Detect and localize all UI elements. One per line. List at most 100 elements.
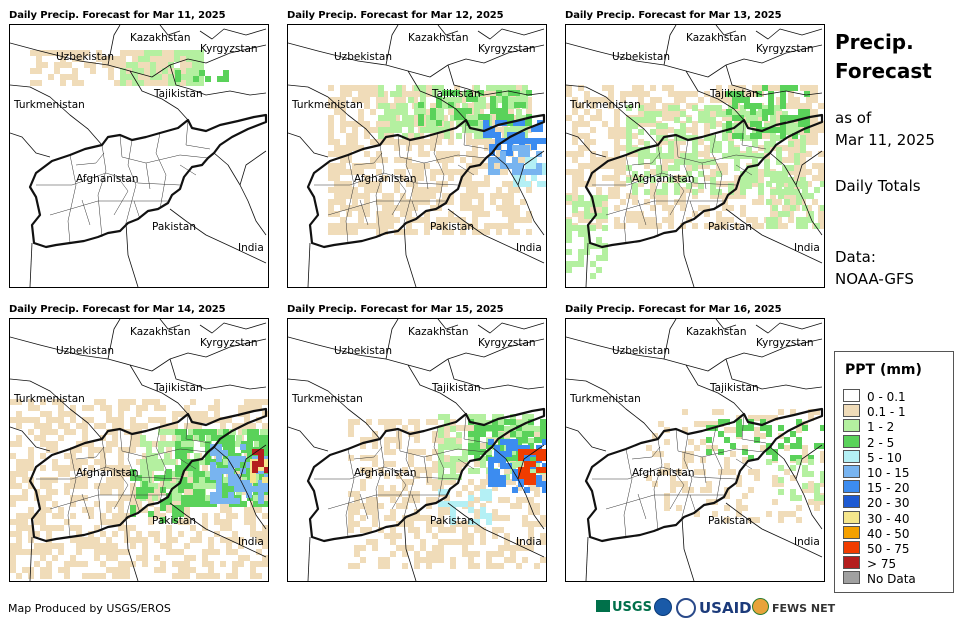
legend-item: 0.1 - 1: [843, 404, 906, 420]
legend-label: 0 - 0.1: [867, 390, 906, 404]
country-label-india: India: [516, 536, 542, 548]
forecast-panel-3: Daily Precip. Forecast for Mar 13, 2025 …: [565, 10, 827, 288]
legend-item: 40 - 50: [843, 525, 910, 541]
country-label-uzbekistan: Uzbekistan: [612, 345, 670, 357]
country-label-tajikistan: Tajikistan: [709, 88, 759, 100]
country-label-afghanistan: Afghanistan: [632, 173, 695, 185]
legend-item: 10 - 15: [843, 465, 910, 480]
forecast-panel-1: Daily Precip. Forecast for Mar 11, 2025 …: [9, 10, 271, 288]
country-label-turkmenistan: Turkmenistan: [291, 393, 363, 405]
usaid-logo: USAID: [699, 599, 752, 617]
legend-item: 15 - 20: [843, 480, 910, 495]
precip-map: Kazakhstan Kyrgyzstan Uzbekistan Tajikistan…: [565, 24, 825, 288]
precip-map: Kazakhstan Kyrgyzstan Uzbekistan Tajikistan…: [287, 24, 547, 288]
afghanistan-outline: [28, 113, 268, 249]
country-label-kazakhstan: Kazakhstan: [130, 32, 191, 44]
legend-label: 5 - 10: [867, 450, 902, 465]
afghanistan-outline: [306, 407, 546, 543]
usgs-wave-icon: [596, 600, 610, 612]
legend-swatch: [843, 449, 860, 463]
data-source-block: Data: NOAA-GFS: [835, 246, 965, 290]
map-canvas: Kazakhstan Kyrgyzstan Uzbekistan Tajikistan…: [288, 319, 546, 581]
legend-item: 30 - 40: [843, 510, 910, 526]
as-of-date: Mar 11, 2025: [835, 131, 935, 149]
country-label-kazakhstan: Kazakhstan: [686, 32, 747, 44]
map-canvas: Kazakhstan Kyrgyzstan Uzbekistan Tajikistan…: [566, 25, 824, 287]
country-label-afghanistan: Afghanistan: [354, 173, 417, 185]
precip-grid: [566, 85, 824, 279]
country-label-kazakhstan: Kazakhstan: [686, 326, 747, 338]
legend-label: 40 - 50: [867, 526, 910, 541]
legend-swatch: [843, 541, 860, 554]
legend-swatch: [843, 389, 860, 402]
legend-item: 0 - 0.1: [843, 389, 906, 404]
country-label-afghanistan: Afghanistan: [354, 467, 417, 479]
country-label-pakistan: Pakistan: [152, 515, 196, 527]
globe-icon: [752, 598, 769, 615]
country-label-india: India: [238, 242, 264, 254]
noaa-logo: [654, 598, 672, 620]
country-label-kazakhstan: Kazakhstan: [408, 32, 469, 44]
legend-label: No Data: [867, 572, 916, 587]
usgs-logo: USGS: [596, 598, 652, 618]
forecast-panel-5: Daily Precip. Forecast for Mar 15, 2025 …: [287, 304, 549, 582]
legend-swatch: [843, 495, 860, 509]
country-label-india: India: [516, 242, 542, 254]
legend-label: > 75: [867, 557, 897, 572]
map-canvas: Kazakhstan Kyrgyzstan Uzbekistan Tajikistan…: [10, 25, 268, 287]
legend-label: 0.1 - 1: [867, 405, 906, 420]
country-label-tajikistan: Tajikistan: [153, 382, 203, 394]
legend-swatch: [843, 510, 860, 524]
map-canvas: Kazakhstan Kyrgyzstan Uzbekistan Tajikistan…: [288, 25, 546, 287]
country-label-tajikistan: Tajikistan: [431, 88, 481, 100]
country-label-tajikistan: Tajikistan: [431, 382, 481, 394]
legend-item: > 75: [843, 556, 897, 572]
country-label-turkmenistan: Turkmenistan: [13, 99, 85, 111]
precip-grid: [30, 50, 229, 86]
precip-map: Kazakhstan Kyrgyzstan Uzbekistan Tajikistan…: [9, 24, 269, 288]
forecast-panel-4: Daily Precip. Forecast for Mar 14, 2025 …: [9, 304, 271, 582]
panel-title: Daily Precip. Forecast for Mar 15, 2025: [287, 304, 504, 315]
precip-map: Kazakhstan Kyrgyzstan Uzbekistan Tajikistan…: [287, 318, 547, 582]
legend-swatch: [843, 556, 860, 570]
partner-logos: USGS USAID FEWS NET: [596, 598, 836, 618]
country-label-kyrgyzstan: Kyrgyzstan: [756, 337, 814, 349]
country-label-afghanistan: Afghanistan: [632, 467, 695, 479]
country-label-afghanistan: Afghanistan: [76, 467, 139, 479]
country-label-uzbekistan: Uzbekistan: [612, 51, 670, 63]
map-canvas: Kazakhstan Kyrgyzstan Uzbekistan Tajikistan…: [10, 319, 268, 581]
as-of-label: as of: [835, 109, 872, 127]
country-label-kyrgyzstan: Kyrgyzstan: [756, 43, 814, 55]
panel-title: Daily Precip. Forecast for Mar 16, 2025: [565, 304, 782, 315]
legend-label: 30 - 40: [867, 511, 910, 526]
as-of-block: as of Mar 11, 2025: [835, 107, 965, 151]
afghanistan-outline: [584, 407, 824, 543]
noaa-seal-icon: [654, 598, 672, 616]
country-label-uzbekistan: Uzbekistan: [334, 51, 392, 63]
daily-totals-label: Daily Totals: [835, 177, 921, 195]
legend-item: 20 - 30: [843, 495, 910, 510]
precip-map: Kazakhstan Kyrgyzstan Uzbekistan Tajikistan…: [9, 318, 269, 582]
country-label-uzbekistan: Uzbekistan: [56, 345, 114, 357]
afghanistan-outline: [584, 113, 824, 249]
state-seal-logo: [676, 598, 696, 622]
country-label-kazakhstan: Kazakhstan: [130, 326, 191, 338]
country-label-uzbekistan: Uzbekistan: [56, 51, 114, 63]
panel-title: Daily Precip. Forecast for Mar 13, 2025: [565, 10, 782, 21]
precip-grid: [348, 414, 546, 569]
map-canvas: Kazakhstan Kyrgyzstan Uzbekistan Tajikistan…: [566, 319, 824, 581]
data-label: Data:: [835, 248, 876, 266]
legend-swatch: [843, 480, 860, 494]
country-label-india: India: [794, 242, 820, 254]
precip-grid: [10, 399, 268, 579]
legend-swatch: [843, 404, 860, 418]
precip-map: Kazakhstan Kyrgyzstan Uzbekistan Tajikistan…: [565, 318, 825, 582]
country-label-kazakhstan: Kazakhstan: [408, 326, 469, 338]
legend-swatch: [843, 525, 860, 539]
legend-label: 2 - 5: [867, 435, 895, 450]
legend-swatch: [843, 434, 860, 448]
legend-label: 1 - 2: [867, 420, 895, 435]
country-label-pakistan: Pakistan: [430, 515, 474, 527]
country-label-kyrgyzstan: Kyrgyzstan: [200, 337, 258, 349]
